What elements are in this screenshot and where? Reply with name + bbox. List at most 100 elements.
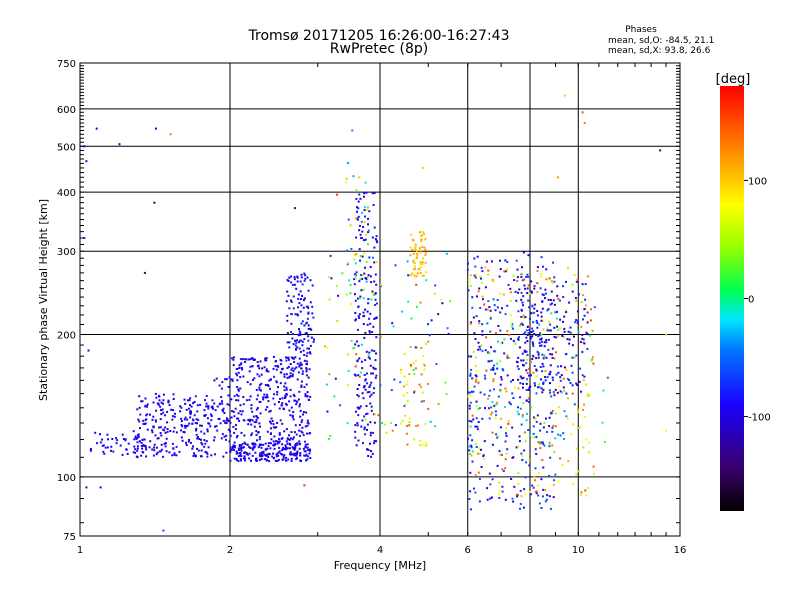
data-point <box>365 280 368 283</box>
data-point <box>240 447 243 449</box>
data-point <box>298 424 301 426</box>
data-point <box>363 336 366 339</box>
data-point <box>353 283 356 286</box>
data-point <box>239 458 242 461</box>
data-point <box>279 452 282 455</box>
data-point <box>213 379 216 382</box>
data-point <box>372 372 374 375</box>
data-point <box>236 368 239 370</box>
data-point <box>420 234 423 237</box>
data-point <box>209 425 212 428</box>
data-point <box>181 425 184 428</box>
data-point <box>475 273 478 276</box>
data-point <box>364 277 367 279</box>
data-point <box>469 372 472 375</box>
data-point <box>549 353 552 356</box>
data-point <box>107 438 109 441</box>
data-point <box>518 288 521 291</box>
data-point <box>420 240 423 243</box>
data-point <box>272 423 275 426</box>
data-point <box>370 409 373 412</box>
data-point <box>390 422 392 424</box>
data-point <box>421 263 424 265</box>
data-point <box>223 435 226 438</box>
data-point <box>418 444 421 447</box>
data-point <box>265 368 268 371</box>
data-point <box>519 382 522 385</box>
data-point <box>372 192 374 194</box>
data-point <box>491 496 493 499</box>
data-point <box>367 302 370 305</box>
data-point <box>153 201 156 204</box>
data-point <box>380 283 382 286</box>
data-point <box>418 231 421 234</box>
data-point <box>492 378 495 381</box>
data-point <box>264 384 267 387</box>
data-point <box>366 423 369 426</box>
data-point <box>526 412 528 415</box>
data-point <box>487 269 490 272</box>
data-point <box>370 349 373 352</box>
data-point <box>544 297 546 300</box>
data-point <box>554 388 557 391</box>
data-point <box>542 365 545 368</box>
data-point <box>230 448 233 451</box>
data-point <box>212 407 214 410</box>
data-point <box>480 277 482 280</box>
data-point <box>160 413 163 416</box>
data-points <box>83 94 667 532</box>
data-point <box>355 189 358 191</box>
data-point <box>517 356 520 359</box>
data-point <box>162 455 165 458</box>
data-point <box>278 407 281 410</box>
data-point <box>157 437 160 440</box>
data-point <box>278 450 281 453</box>
data-point <box>204 399 206 402</box>
data-point <box>413 268 415 271</box>
data-point <box>500 378 503 381</box>
data-point <box>296 313 299 316</box>
data-point <box>359 405 362 408</box>
data-point <box>290 453 293 456</box>
data-point <box>481 323 484 326</box>
data-point <box>279 397 282 400</box>
data-point <box>411 272 414 275</box>
data-point <box>292 436 295 439</box>
data-point <box>504 270 507 273</box>
data-point <box>478 345 481 348</box>
data-point <box>307 455 309 458</box>
data-point <box>504 498 507 501</box>
data-point <box>498 497 501 499</box>
data-point <box>552 299 555 302</box>
data-point <box>516 445 519 448</box>
data-point <box>213 436 216 439</box>
data-point <box>363 192 366 195</box>
data-point <box>288 346 291 349</box>
x-tick-label: 10 <box>572 545 585 556</box>
data-point <box>427 323 429 326</box>
data-point <box>499 259 501 262</box>
data-point <box>573 356 576 359</box>
data-point <box>547 348 550 351</box>
data-point <box>581 333 584 336</box>
data-point <box>414 346 417 349</box>
data-point <box>116 439 119 442</box>
data-point <box>477 290 480 293</box>
data-point <box>373 367 376 370</box>
data-point <box>365 405 368 407</box>
data-point <box>583 122 586 124</box>
data-point <box>235 424 237 427</box>
data-point <box>477 452 479 455</box>
data-point <box>576 310 579 313</box>
data-point <box>359 224 361 227</box>
data-point <box>521 413 524 416</box>
data-point <box>325 383 328 386</box>
data-point <box>547 298 550 301</box>
data-point <box>522 402 525 405</box>
data-point <box>259 452 262 455</box>
data-point <box>286 278 289 281</box>
data-point <box>550 280 553 283</box>
data-point <box>524 476 527 479</box>
data-point <box>296 378 299 381</box>
data-point <box>421 443 424 446</box>
